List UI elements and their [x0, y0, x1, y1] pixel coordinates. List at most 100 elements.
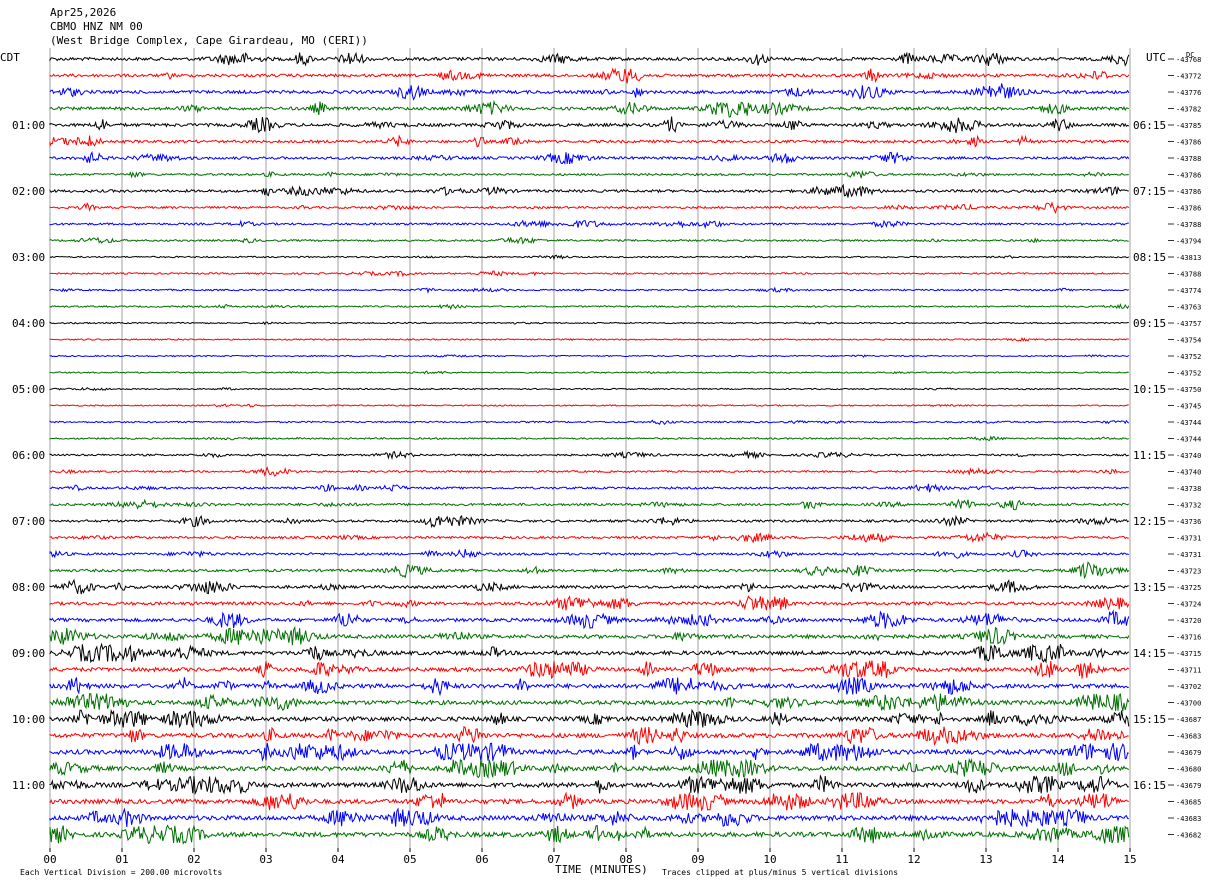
seismic-trace — [49, 337, 1129, 342]
x-tick-label: 06 — [475, 853, 488, 866]
x-tick-label: 02 — [187, 853, 200, 866]
seismic-trace — [49, 824, 1130, 845]
seismic-trace — [49, 609, 1130, 630]
dc-offset-label: -43685 — [1176, 799, 1201, 807]
dc-offset-label: -43683 — [1176, 733, 1201, 741]
dc-offset-label: -43740 — [1176, 469, 1201, 477]
dc-offset-label: -43716 — [1176, 634, 1201, 642]
seismic-trace — [49, 742, 1129, 762]
x-tick-label: 10 — [763, 853, 776, 866]
dc-offset-label: -43683 — [1176, 815, 1201, 823]
left-timezone-label: CDT — [0, 51, 20, 64]
seismic-trace — [49, 321, 1129, 326]
x-tick-label: 01 — [115, 853, 128, 866]
seismic-trace — [49, 578, 1129, 595]
dc-offset-label: -43763 — [1176, 304, 1201, 312]
dc-offset-label: -43782 — [1176, 106, 1201, 114]
dc-offset-label: -43711 — [1176, 667, 1201, 675]
seismic-trace — [49, 791, 1129, 812]
seismic-trace — [49, 693, 1130, 712]
dc-offset-label: -43752 — [1176, 353, 1201, 361]
utc-hour-label: 16:15 — [1133, 779, 1166, 792]
dc-label: DC — [1186, 51, 1194, 59]
dc-offset-label: -43750 — [1176, 386, 1201, 394]
cdt-hour-label: 03:00 — [12, 251, 45, 264]
dc-offset-label: -43700 — [1176, 700, 1201, 708]
seismic-trace — [49, 151, 1130, 165]
dc-offset-label: -43680 — [1176, 766, 1201, 774]
utc-hour-label: 11:15 — [1133, 449, 1166, 462]
dc-offset-label: -43736 — [1176, 518, 1201, 526]
x-tick-label: 12 — [907, 853, 920, 866]
utc-hour-label: 15:15 — [1133, 713, 1166, 726]
seismic-trace — [49, 169, 1129, 179]
station-label: CBMO HNZ NM 00 — [50, 20, 143, 33]
dc-offset-label: -43679 — [1176, 782, 1201, 790]
utc-hour-label: 06:15 — [1133, 119, 1166, 132]
x-tick-label: 00 — [43, 853, 56, 866]
x-tick-label: 14 — [1051, 853, 1065, 866]
dc-offset-label: -43720 — [1176, 617, 1201, 625]
seismic-trace — [49, 625, 1130, 646]
x-tick-label: 09 — [691, 853, 704, 866]
utc-hour-label: 08:15 — [1133, 251, 1166, 264]
utc-hour-label: 07:15 — [1133, 185, 1166, 198]
x-tick-label: 11 — [835, 853, 848, 866]
location-label: (West Bridge Complex, Cape Girardeau, MO… — [50, 34, 368, 47]
seismic-trace — [49, 449, 1129, 461]
dc-offset-label: -43715 — [1176, 650, 1201, 658]
seismic-trace — [49, 435, 1129, 442]
seismic-trace — [49, 116, 1130, 134]
dc-offset-label: -43702 — [1176, 683, 1201, 691]
seismic-trace — [49, 807, 1129, 828]
dc-offset-label: -43731 — [1176, 551, 1201, 559]
seismic-trace — [49, 774, 1129, 796]
dc-offset-label: -43786 — [1176, 188, 1201, 196]
cdt-hour-label: 07:00 — [12, 515, 45, 528]
seismic-trace — [49, 219, 1129, 230]
seismic-trace — [49, 548, 1130, 559]
seismic-trace — [49, 236, 1129, 245]
x-tick-label: 13 — [979, 853, 992, 866]
axis-labels: 00 01 02 03 04 05 06 07 08 09 10 11 12 13 14 15 -43768 -4… — [12, 56, 1201, 866]
seismic-trace — [49, 595, 1130, 611]
seismic-trace — [49, 677, 1129, 697]
dc-offset-label: -43738 — [1176, 485, 1201, 493]
x-axis-title: TIME (MINUTES) — [555, 863, 648, 876]
seismic-trace — [49, 51, 1130, 67]
x-tick-label: 04 — [331, 853, 345, 866]
seismic-trace — [49, 498, 1130, 511]
scale-note: Each Vertical Division = 200.00 microvol… — [20, 868, 222, 877]
seismic-trace — [49, 99, 1130, 118]
dc-offset-label: -43682 — [1176, 832, 1201, 840]
cdt-hour-label: 04:00 — [12, 317, 45, 330]
seismic-trace — [49, 67, 1130, 84]
utc-hour-label: 14:15 — [1133, 647, 1166, 660]
seismic-trace — [49, 708, 1130, 729]
dc-offset-label: -43731 — [1176, 535, 1201, 543]
seismic-trace — [49, 303, 1130, 311]
seismic-trace — [49, 183, 1129, 198]
seismic-trace — [49, 642, 1130, 664]
x-tick-label: 05 — [403, 853, 416, 866]
seismic-trace — [49, 660, 1130, 680]
dc-offset-label: -43723 — [1176, 568, 1201, 576]
seismic-trace — [49, 254, 1130, 261]
utc-hour-label: 13:15 — [1133, 581, 1166, 594]
clip-note: Traces clipped at plus/minus 5 vertical … — [662, 868, 898, 877]
dc-offset-label: -43794 — [1176, 238, 1201, 246]
dc-offset-label: -43752 — [1176, 370, 1201, 378]
dc-offset-label: -43772 — [1176, 73, 1201, 81]
cdt-hour-label: 06:00 — [12, 449, 45, 462]
seismic-trace — [49, 201, 1130, 215]
dc-offset-label: -43744 — [1176, 436, 1201, 444]
dc-offset-label: -43724 — [1176, 601, 1201, 609]
cdt-hour-label: 09:00 — [12, 647, 45, 660]
seismic-trace — [49, 354, 1130, 358]
date-label: Apr25,2026 — [50, 6, 116, 19]
utc-hour-label: 09:15 — [1133, 317, 1166, 330]
x-tick-label: 07 — [547, 853, 560, 866]
seismic-trace — [49, 757, 1130, 780]
dc-offset-label: -43788 — [1176, 155, 1201, 163]
